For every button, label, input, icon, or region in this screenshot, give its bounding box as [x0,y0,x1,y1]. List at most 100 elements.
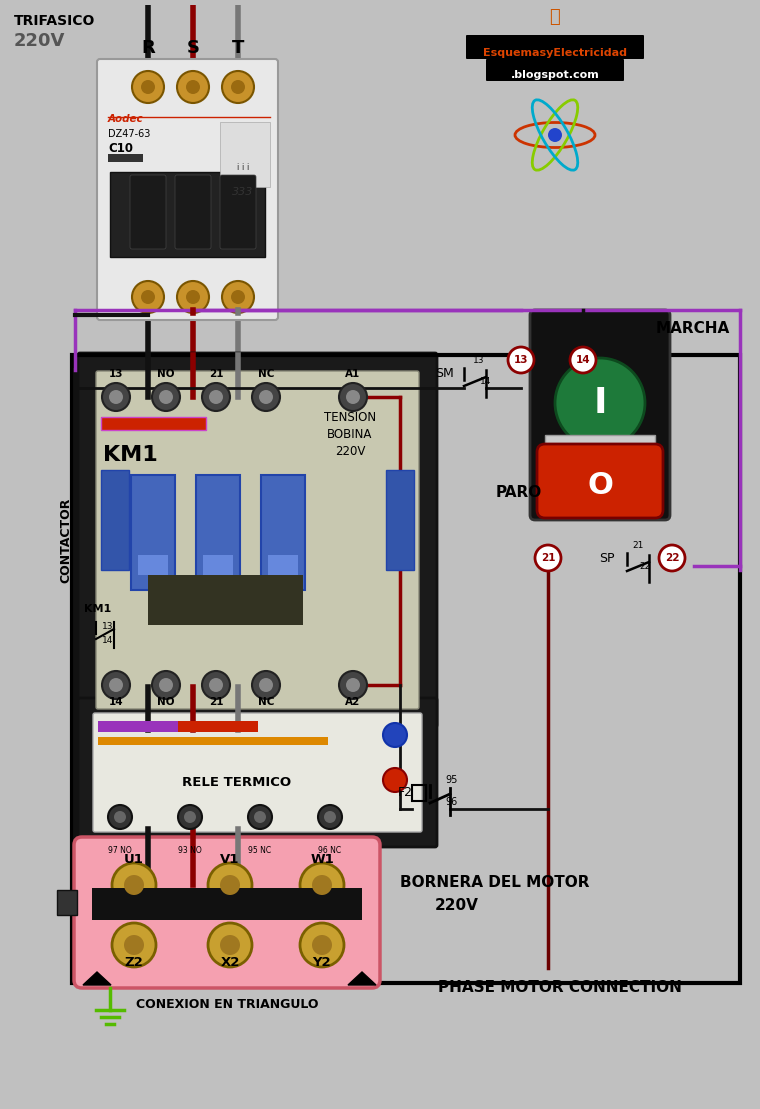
Circle shape [124,875,144,895]
Circle shape [300,863,344,907]
Circle shape [102,383,130,411]
Bar [196,475,240,590]
Circle shape [177,281,209,313]
Circle shape [252,383,280,411]
Bar [92,888,362,920]
Circle shape [141,80,155,94]
Text: TENSION
BOBINA
220V: TENSION BOBINA 220V [324,411,376,458]
Circle shape [108,805,132,830]
Circle shape [152,383,180,411]
Circle shape [252,671,280,699]
Text: C10: C10 [108,142,133,155]
Bar [220,122,270,187]
Text: U1: U1 [124,853,144,866]
Text: RELE TERMICO: RELE TERMICO [182,775,292,788]
Circle shape [209,678,223,692]
Text: Aodec: Aodec [108,114,144,124]
Circle shape [383,769,407,792]
Bar [98,737,328,745]
Text: 22: 22 [639,562,651,571]
Text: O: O [587,470,613,499]
Text: 95 NC: 95 NC [249,846,271,855]
Circle shape [132,281,164,313]
Text: MARCHA: MARCHA [656,321,730,336]
FancyBboxPatch shape [175,175,211,250]
Bar [148,574,303,625]
Text: i i i: i i i [237,163,249,172]
Text: SM: SM [435,367,454,380]
Circle shape [259,390,273,404]
Text: V1: V1 [220,853,239,866]
Text: 14: 14 [102,635,113,645]
Text: EsquemasyElectricidad: EsquemasyElectricidad [483,48,627,58]
Text: 21: 21 [209,369,223,379]
FancyBboxPatch shape [74,837,380,988]
Text: PHASE MOTOR CONNECTION: PHASE MOTOR CONNECTION [438,980,682,995]
Text: 96 NC: 96 NC [318,846,341,855]
Bar [138,554,168,574]
Bar [101,417,206,430]
Text: 22: 22 [665,553,679,563]
Text: 14: 14 [109,696,123,708]
Circle shape [318,805,342,830]
Circle shape [312,935,332,955]
Text: NC: NC [258,696,274,708]
FancyBboxPatch shape [93,713,422,832]
Text: CONEXION EN TRIANGULO: CONEXION EN TRIANGULO [136,998,318,1011]
Text: S: S [186,39,199,57]
Bar [261,475,305,590]
Text: 13: 13 [102,622,113,631]
Bar [110,172,265,257]
Bar [203,554,233,574]
Text: KM1: KM1 [84,604,111,614]
Text: PARO: PARO [496,485,542,500]
Circle shape [112,923,156,967]
Bar [98,721,258,732]
Circle shape [186,80,200,94]
Bar [268,554,298,574]
FancyBboxPatch shape [530,311,670,520]
Bar [131,475,175,590]
Text: 21: 21 [209,696,223,708]
Text: T: T [232,39,244,57]
Text: W1: W1 [310,853,334,866]
Bar [108,154,143,162]
FancyBboxPatch shape [97,59,278,321]
Text: 96: 96 [445,797,458,807]
FancyBboxPatch shape [130,175,166,250]
Circle shape [141,289,155,304]
Circle shape [208,863,252,907]
Circle shape [208,923,252,967]
Circle shape [220,875,240,895]
Text: R: R [141,39,155,57]
Circle shape [222,71,254,103]
Bar [57,891,77,915]
Circle shape [248,805,272,830]
FancyBboxPatch shape [78,698,437,847]
FancyBboxPatch shape [78,353,437,728]
Circle shape [339,671,367,699]
Circle shape [202,671,230,699]
Circle shape [659,545,685,571]
Bar [545,435,655,455]
Bar [101,417,206,430]
Circle shape [548,128,562,142]
Text: 93 NO: 93 NO [178,846,202,855]
Circle shape [124,935,144,955]
Circle shape [324,811,336,823]
FancyBboxPatch shape [486,59,624,81]
Text: 220V: 220V [14,32,65,50]
Text: 13: 13 [473,356,485,365]
Circle shape [186,289,200,304]
Text: CONTACTOR: CONTACTOR [59,497,72,582]
Text: 14: 14 [575,355,591,365]
Circle shape [555,358,645,448]
Text: DZ47-63: DZ47-63 [108,129,150,139]
Text: NC: NC [258,369,274,379]
Text: .blogspot.com: .blogspot.com [511,70,600,80]
Circle shape [220,935,240,955]
Circle shape [383,723,407,747]
Circle shape [346,390,360,404]
Text: TRIFASICO: TRIFASICO [14,14,95,28]
FancyBboxPatch shape [220,175,256,250]
